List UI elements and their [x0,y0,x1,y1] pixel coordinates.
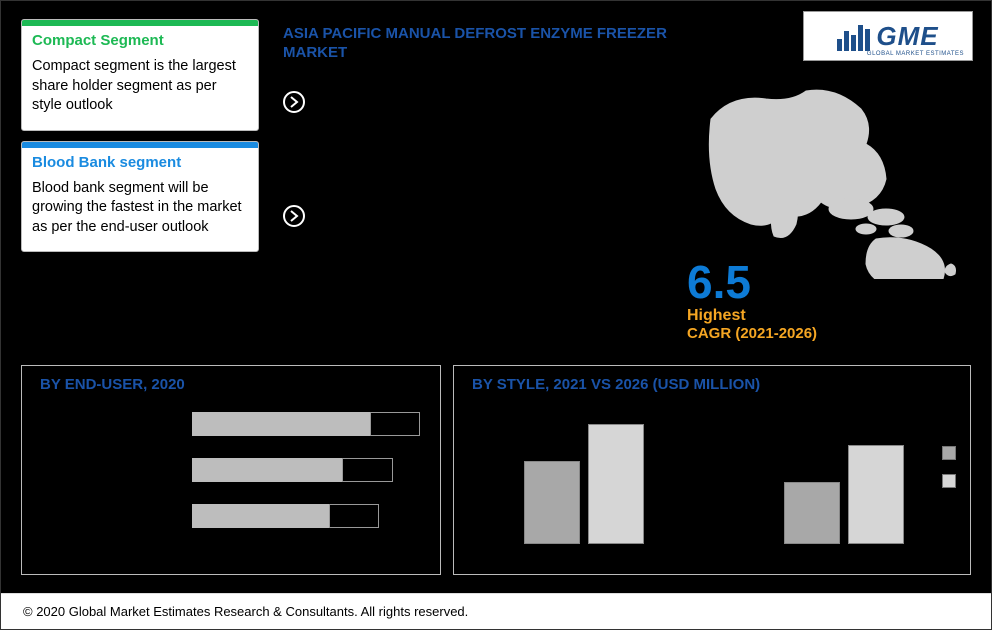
legend-swatch [942,446,956,460]
segment-title: Compact Segment [22,26,258,51]
chart-title: BY END-USER, 2020 [40,376,185,393]
left-segment-boxes: Compact Segment Compact segment is the l… [21,19,259,359]
hbar-row [192,458,420,482]
chart-style: BY STYLE, 2021 VS 2026 (USD MILLION) [453,365,971,575]
hbar-plot [192,412,420,528]
column [848,445,904,544]
legend-item [942,474,956,488]
logo-text: GME [876,21,938,52]
market-title: ASIA PACIFIC MANUAL DEFROST ENZYME FREEZ… [283,25,691,63]
bullet-2 [283,205,691,227]
logo-bars-icon [837,21,870,51]
map-svg [701,89,971,279]
segment-box-compact: Compact Segment Compact segment is the l… [21,19,259,131]
column [784,482,840,544]
cagr-highest: Highest [687,307,817,325]
legend [942,446,956,488]
chevron-circle-icon [283,205,305,227]
column-group [784,445,904,544]
column [524,461,580,544]
asia-pacific-map [701,89,971,279]
bottom-charts: BY END-USER, 2020 BY STYLE, 2021 VS 2026… [21,365,971,575]
right-column: GME GLOBAL MARKET ESTIMATES [691,19,971,359]
logo-subtitle: GLOBAL MARKET ESTIMATES [867,51,964,57]
legend-item [942,446,956,460]
segment-box-bloodbank: Blood Bank segment Blood bank segment wi… [21,141,259,253]
legend-swatch [942,474,956,488]
hbar-row [192,504,420,528]
segment-body: Compact segment is the largest share hol… [22,51,258,130]
segment-body: Blood bank segment will be growing the f… [22,173,258,252]
column [588,424,644,544]
chevron-circle-icon [283,91,305,113]
segment-title: Blood Bank segment [22,148,258,173]
cagr-label: CAGR (2021-2026) [687,325,817,342]
column-group [524,424,644,544]
cagr-block: 6.5 Highest CAGR (2021-2026) [687,259,817,342]
infographic-root: Compact Segment Compact segment is the l… [1,1,991,629]
copyright-footer: © 2020 Global Market Estimates Research … [1,593,991,629]
cagr-value: 6.5 [687,259,817,305]
chart-enduser: BY END-USER, 2020 [21,365,441,575]
column-plot [524,414,850,544]
gme-logo: GME GLOBAL MARKET ESTIMATES [803,11,973,61]
hbar-row [192,412,420,436]
chart-title: BY STYLE, 2021 VS 2026 (USD MILLION) [472,376,760,393]
top-section: Compact Segment Compact segment is the l… [21,19,971,359]
middle-column: ASIA PACIFIC MANUAL DEFROST ENZYME FREEZ… [259,19,691,359]
bullet-1 [283,91,691,113]
